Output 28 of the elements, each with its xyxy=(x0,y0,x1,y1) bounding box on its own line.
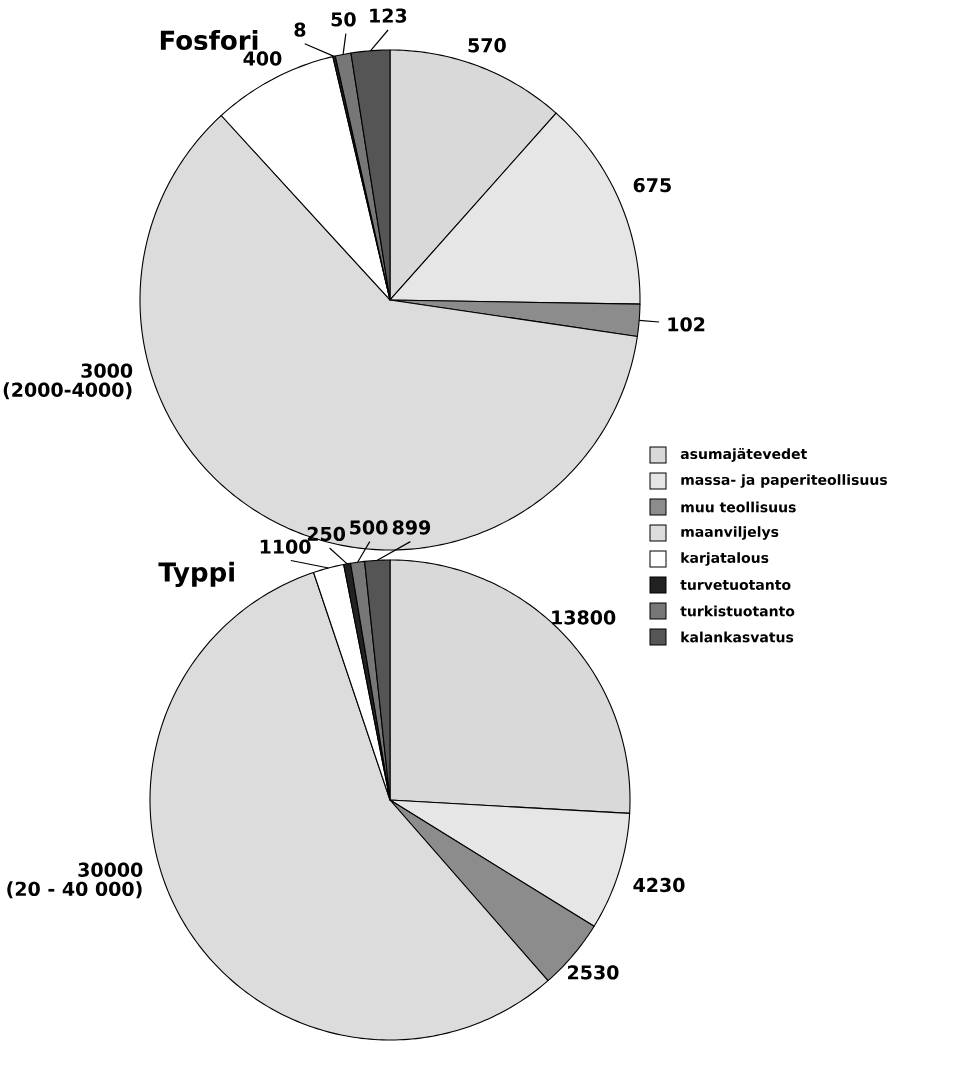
data-label: 400 xyxy=(243,51,282,66)
data-label: 30000 xyxy=(78,862,143,877)
data-label: 123 xyxy=(370,8,407,23)
legend-label: maanviljelys xyxy=(681,526,779,540)
legend-label: turkistuotanto xyxy=(680,605,795,617)
data-label: 899 xyxy=(392,520,431,535)
text: Fosfori xyxy=(160,29,258,51)
legend-label: muu teollisuus xyxy=(681,501,796,513)
data-label: 102 xyxy=(668,317,705,332)
legend-label: kalankasvatus xyxy=(681,631,794,643)
text: (2000-4000) xyxy=(3,382,132,400)
data-label: 13800 xyxy=(552,610,616,625)
text: (20 - 40 000) xyxy=(7,881,142,899)
legend-label: karjatalous xyxy=(681,552,769,566)
legend-label: massa- ja paperiteollisuus xyxy=(681,474,887,488)
data-label: 675 xyxy=(633,177,671,193)
text: Typpi xyxy=(158,561,234,588)
data-label: 50 xyxy=(331,12,356,27)
data-label: 250 xyxy=(307,526,346,542)
data-label: 8 xyxy=(294,22,306,37)
legend-label: turvetuotanto xyxy=(680,579,791,591)
data-label: 3000 xyxy=(81,363,133,378)
data-label: 500 xyxy=(350,520,388,535)
data-label: 570 xyxy=(468,38,506,53)
data-label: 2530 xyxy=(568,965,619,980)
legend-label: asumajätevedet xyxy=(680,448,807,462)
data-label: 1100 xyxy=(260,539,311,554)
data-label: 4230 xyxy=(633,877,685,893)
